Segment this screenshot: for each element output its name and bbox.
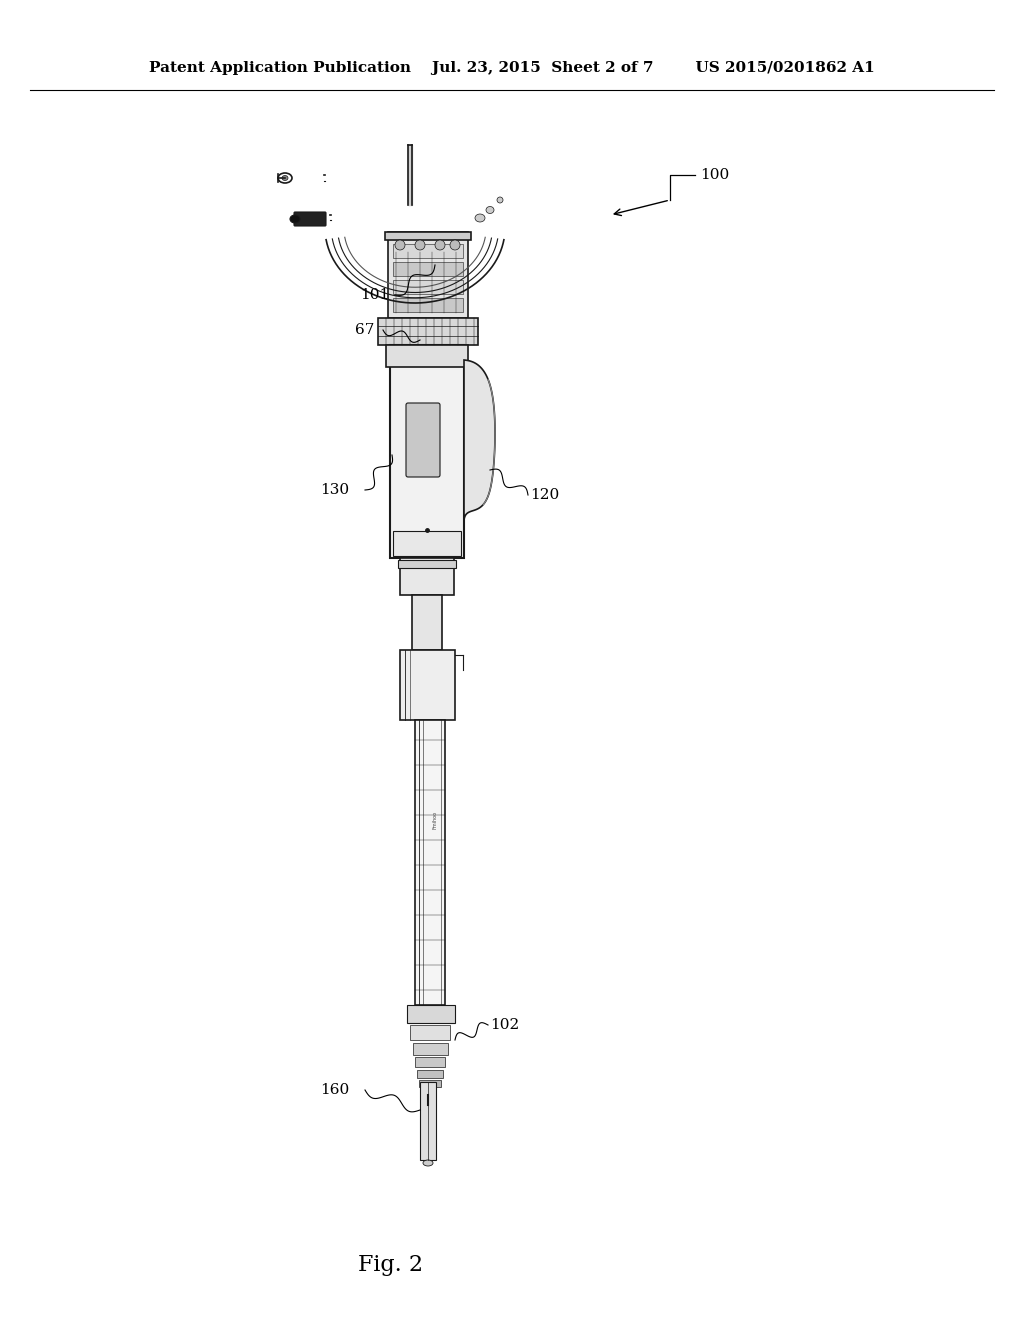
Text: 101: 101 bbox=[360, 288, 389, 302]
Bar bbox=[398, 560, 456, 568]
Bar bbox=[412, 595, 442, 649]
Circle shape bbox=[395, 240, 406, 249]
Bar bbox=[385, 232, 471, 240]
Bar bbox=[400, 649, 455, 719]
Bar bbox=[393, 244, 463, 257]
Text: 120: 120 bbox=[530, 488, 559, 502]
Bar bbox=[393, 261, 463, 276]
Bar bbox=[400, 558, 454, 595]
Bar bbox=[415, 719, 445, 1005]
Bar bbox=[388, 232, 468, 318]
Bar bbox=[393, 280, 463, 294]
Text: Fig. 2: Fig. 2 bbox=[357, 1254, 423, 1276]
Bar bbox=[378, 318, 478, 345]
Bar bbox=[410, 1026, 450, 1040]
Text: 100: 100 bbox=[700, 168, 729, 182]
Text: 102: 102 bbox=[490, 1018, 519, 1032]
Ellipse shape bbox=[475, 214, 485, 222]
Ellipse shape bbox=[423, 1160, 433, 1166]
Bar bbox=[420, 1082, 436, 1160]
Circle shape bbox=[415, 240, 425, 249]
Bar bbox=[390, 345, 464, 558]
Circle shape bbox=[435, 240, 445, 249]
Circle shape bbox=[450, 240, 460, 249]
Circle shape bbox=[425, 1105, 431, 1111]
FancyBboxPatch shape bbox=[294, 213, 326, 226]
Bar bbox=[386, 345, 468, 367]
Bar bbox=[415, 1057, 445, 1067]
Text: Fmihoo: Fmihoo bbox=[432, 810, 437, 829]
Text: 160: 160 bbox=[319, 1082, 349, 1097]
Ellipse shape bbox=[486, 206, 494, 214]
Bar bbox=[407, 1005, 455, 1023]
Polygon shape bbox=[464, 360, 495, 520]
Bar bbox=[417, 1071, 443, 1078]
Bar bbox=[393, 531, 461, 556]
Ellipse shape bbox=[282, 176, 288, 181]
Bar bbox=[393, 298, 463, 312]
Text: Patent Application Publication    Jul. 23, 2015  Sheet 2 of 7        US 2015/020: Patent Application Publication Jul. 23, … bbox=[150, 61, 874, 75]
Bar bbox=[419, 1080, 441, 1086]
Ellipse shape bbox=[497, 197, 503, 203]
Text: 67: 67 bbox=[355, 323, 375, 337]
Ellipse shape bbox=[290, 215, 300, 223]
Text: 130: 130 bbox=[319, 483, 349, 498]
Bar bbox=[413, 1043, 449, 1055]
FancyBboxPatch shape bbox=[406, 403, 440, 477]
